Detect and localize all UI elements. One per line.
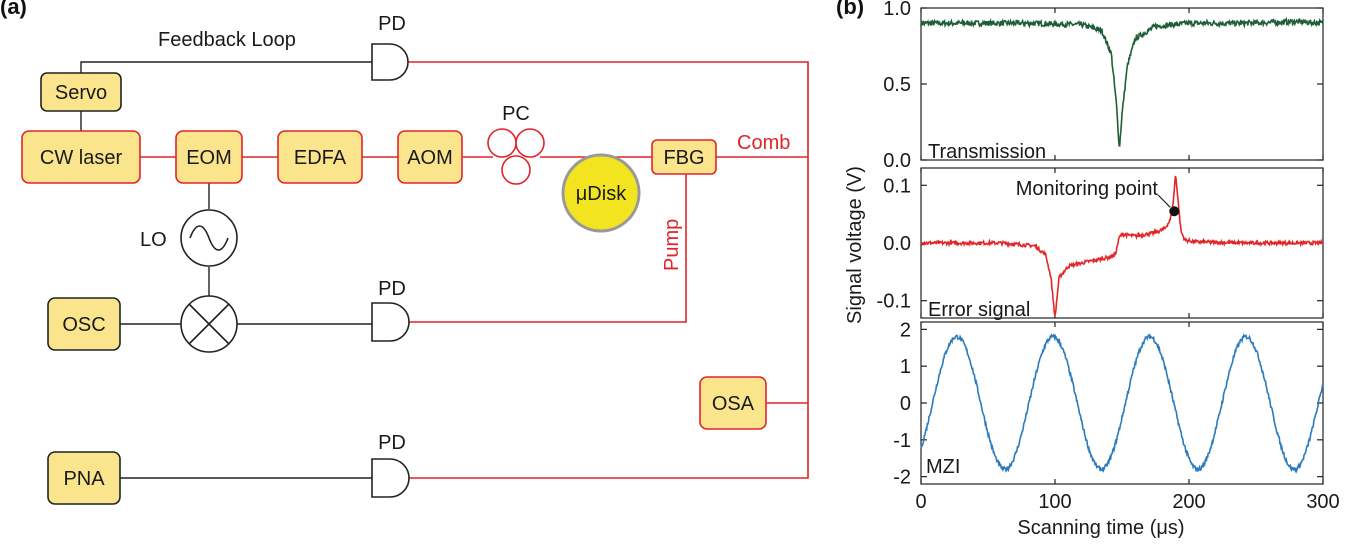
- photodetector-bottom-icon: [371, 458, 410, 498]
- pd-bottom-label: PD: [378, 432, 406, 454]
- mixer-icon: [180, 295, 238, 353]
- photodetector-middle-icon: [371, 302, 410, 342]
- aom-box: AOM: [397, 130, 463, 184]
- photodetector-top-icon: [371, 43, 409, 81]
- osa-box: OSA: [699, 376, 767, 430]
- comb-label: Comb: [737, 132, 790, 154]
- y-tick-label-transmission: 0.0: [883, 150, 911, 172]
- series-line-error: [920, 175, 1324, 317]
- cw-laser-box: CW laser: [21, 130, 141, 184]
- series-line-transmission: [920, 16, 1324, 147]
- fbg-box: FBG: [651, 139, 717, 175]
- x-tick-label: 100: [1038, 491, 1071, 513]
- pump-label: Pump: [661, 219, 683, 271]
- y-tick-label-mzi: 1: [900, 356, 911, 378]
- panel-b-label: (b): [836, 0, 864, 19]
- x-tick-label: 200: [1172, 491, 1205, 513]
- local-oscillator-icon: [180, 209, 238, 267]
- eom-box: EOM: [175, 130, 243, 184]
- panel-a-label: (a): [0, 0, 27, 19]
- pc-label: PC: [502, 103, 530, 125]
- lo-label: LO: [140, 229, 167, 251]
- y-tick-label-error: 0.0: [883, 233, 911, 255]
- pna-box: PNA: [47, 451, 121, 505]
- feedback-loop-label: Feedback Loop: [158, 29, 296, 51]
- svg-text:CW laser: CW laser: [40, 147, 123, 169]
- plot-frame-transmission: [920, 7, 1324, 161]
- x-tick-label: 0: [915, 491, 926, 513]
- osc-box: OSC: [47, 297, 121, 351]
- pd-middle-label: PD: [378, 278, 406, 300]
- black-wires: [80, 61, 372, 479]
- annotation-leader: [1157, 194, 1171, 208]
- svg-text:μDisk: μDisk: [576, 183, 627, 205]
- y-tick-label-error: 0.1: [883, 175, 911, 197]
- panel-title-mzi: MZI: [926, 456, 960, 478]
- panel-title-transmission: Transmission: [928, 141, 1046, 163]
- series-line-mzi: [920, 333, 1324, 474]
- y-tick-label-transmission: 1.0: [883, 0, 911, 20]
- svg-text:PNA: PNA: [63, 468, 105, 490]
- pd-top-label: PD: [378, 13, 406, 35]
- edfa-box: EDFA: [277, 130, 363, 184]
- y-tick-label-mzi: 2: [900, 319, 911, 341]
- x-tick-label: 300: [1306, 491, 1339, 513]
- y-tick-label-mzi: -2: [893, 467, 911, 489]
- panel-title-error: Error signal: [928, 299, 1030, 321]
- svg-text:EDFA: EDFA: [294, 147, 347, 169]
- svg-text:EOM: EOM: [186, 147, 232, 169]
- monitoring-point-marker: [1169, 206, 1180, 217]
- servo-box: Servo: [40, 72, 122, 112]
- y-axis-title: Signal voltage (V): [844, 166, 866, 324]
- svg-text:Servo: Servo: [55, 82, 107, 104]
- y-tick-label-mzi: -1: [893, 430, 911, 452]
- chart-area: 0.0 0.5 1.0 Transmission -0.1 0.0 0.1 Error sig…: [877, 0, 1340, 513]
- svg-text:FBG: FBG: [663, 147, 704, 169]
- monitoring-point-label: Monitoring point: [1016, 178, 1159, 200]
- x-axis-title: Scanning time (μs): [1017, 517, 1184, 539]
- y-tick-label-transmission: 0.5: [883, 74, 911, 96]
- svg-text:AOM: AOM: [407, 147, 453, 169]
- y-tick-label-error: -0.1: [877, 291, 911, 313]
- microdisk-icon: μDisk: [561, 153, 641, 233]
- y-tick-label-mzi: 0: [900, 393, 911, 415]
- svg-text:OSA: OSA: [712, 393, 755, 415]
- polarization-controller-icon: [487, 128, 545, 185]
- svg-text:OSC: OSC: [62, 314, 105, 336]
